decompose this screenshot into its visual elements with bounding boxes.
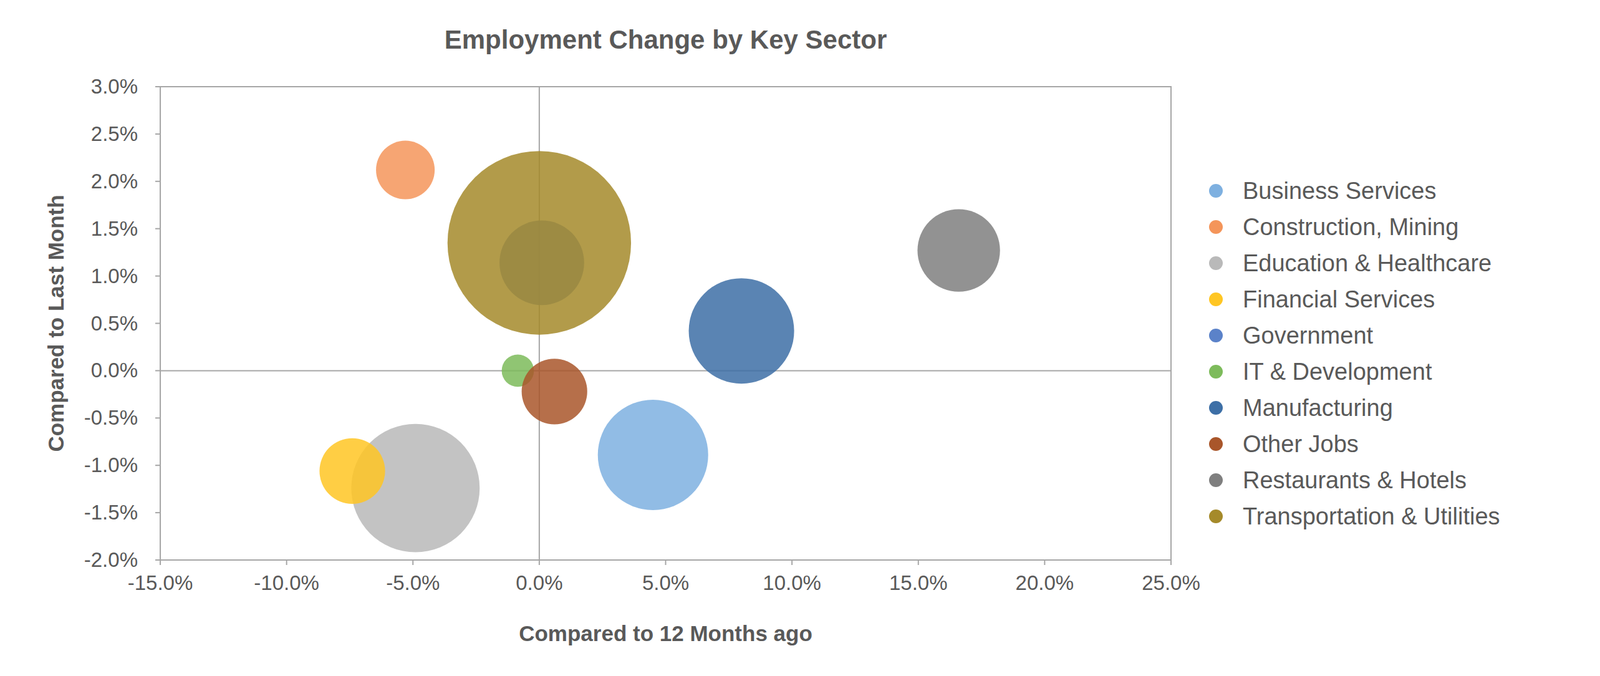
x-tick <box>791 559 793 565</box>
y-axis-title: Compared to Last Month <box>43 194 68 452</box>
y-tick <box>155 322 161 325</box>
x-tick <box>665 559 667 565</box>
x-tick-label: 15.0% <box>889 571 948 595</box>
x-tick-label: -10.0% <box>253 571 320 595</box>
y-tick-label: 1.5% <box>91 216 138 241</box>
y-tick <box>155 133 161 135</box>
bubble <box>521 358 588 425</box>
legend-marker <box>1209 509 1223 524</box>
y-tick <box>155 559 161 561</box>
x-axis-title: Compared to 12 Months ago <box>518 621 813 646</box>
legend-marker <box>1209 220 1223 234</box>
y-tick-label: 0.0% <box>91 358 138 382</box>
bubble <box>375 140 435 200</box>
legend-label: Transportation & Utilities <box>1242 503 1501 530</box>
bubble <box>689 278 795 384</box>
legend-label: IT & Development <box>1242 358 1433 385</box>
x-tick <box>412 559 414 565</box>
legend-label: Manufacturing <box>1242 394 1393 421</box>
legend-marker <box>1209 292 1223 307</box>
x-axis-line <box>160 369 1172 372</box>
x-tick-label: 5.0% <box>642 571 690 595</box>
bubble <box>319 438 385 504</box>
legend-label: Government <box>1242 322 1374 349</box>
legend-marker <box>1209 400 1223 415</box>
y-tick <box>155 86 161 88</box>
bubble <box>447 150 632 335</box>
x-tick-label: 10.0% <box>762 571 822 595</box>
plot-frame <box>160 86 1172 560</box>
x-tick <box>538 559 540 565</box>
legend-marker <box>1209 437 1223 451</box>
y-tick <box>155 369 161 372</box>
x-tick <box>1043 559 1046 565</box>
legend-marker <box>1209 256 1223 270</box>
legend-label: Financial Services <box>1242 286 1435 313</box>
legend-marker <box>1209 328 1223 343</box>
y-tick-label: -0.5% <box>84 405 138 429</box>
y-tick-label: -1.0% <box>84 453 138 477</box>
x-tick-label: 20.0% <box>1015 571 1075 595</box>
x-tick <box>917 559 920 565</box>
bubble <box>597 399 709 511</box>
title: Employment Change by Key Sector <box>444 24 888 55</box>
x-tick-label: -5.0% <box>385 571 440 595</box>
legend-marker <box>1209 183 1223 198</box>
y-tick-label: -2.0% <box>84 548 138 572</box>
y-tick-label: 2.5% <box>91 122 138 146</box>
y-tick <box>155 417 161 419</box>
x-tick <box>159 559 161 565</box>
y-tick <box>155 228 161 230</box>
x-tick-label: -15.0% <box>127 571 194 595</box>
marks <box>319 140 1000 553</box>
y-tick-label: 1.0% <box>91 264 138 288</box>
legend-label: Education & Healthcare <box>1242 250 1492 277</box>
legend-label: Other Jobs <box>1242 430 1359 458</box>
legend-label: Restaurants & Hotels <box>1242 467 1467 494</box>
chart: Employment Change by Key Sector -15.0% -10… <box>0 0 1600 676</box>
y-tick-label: -1.5% <box>84 500 138 524</box>
x-tick-label: 0.0% <box>515 571 563 595</box>
x-tick-label: 25.0% <box>1141 571 1201 595</box>
y-tick <box>155 275 161 277</box>
bubble <box>917 208 1000 292</box>
legend-label: Business Services <box>1242 177 1437 204</box>
y-tick <box>155 180 161 183</box>
y-tick-label: 0.5% <box>91 311 138 335</box>
y-tick <box>155 511 161 514</box>
y-tick-label: 2.0% <box>91 169 138 193</box>
legend-marker <box>1209 473 1223 487</box>
x-tick <box>286 559 288 565</box>
y-tick <box>155 464 161 466</box>
legend-label: Construction, Mining <box>1242 213 1459 241</box>
y-tick-label: 3.0% <box>91 74 138 98</box>
x-tick <box>1170 559 1172 565</box>
legend-marker <box>1209 364 1223 379</box>
